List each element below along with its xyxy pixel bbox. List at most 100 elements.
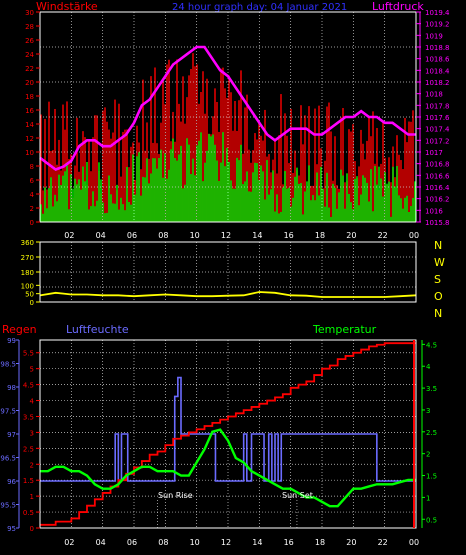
humidity-tick-label: 98 <box>7 384 16 392</box>
wind-tick-label: 16 <box>25 107 34 115</box>
wind-tick-label: 14 <box>25 121 34 129</box>
rain-axis-title: Regen <box>2 323 37 336</box>
humidity-axis-title: Luftfeuchte <box>66 323 129 336</box>
direction-label-n2: N <box>434 307 442 320</box>
sunset-label: Sun Set <box>282 491 313 500</box>
rain-tick-label: 4 <box>30 398 35 406</box>
rain-tick-label: 1.5 <box>23 477 34 485</box>
pressure-tick-label: 1016.2 <box>425 196 450 204</box>
x-tick-label: 16 <box>284 538 294 547</box>
pressure-tick-label: 1017.8 <box>425 102 450 110</box>
temperature-tick-label: 0.5 <box>426 516 437 524</box>
direction-tick-label: 270 <box>21 254 34 262</box>
direction-labels: N W S O N <box>434 239 445 320</box>
rain-tick-label: 2.5 <box>23 445 34 453</box>
direction-label-w: W <box>434 256 445 269</box>
temperature-axis-title: Temperatur <box>312 323 377 336</box>
direction-label-o: O <box>434 290 443 303</box>
x-tick-label: 08 <box>158 231 168 240</box>
pressure-tick-label: 1018.8 <box>425 44 450 52</box>
wind-tick-label: 0 <box>30 219 34 227</box>
pressure-tick-label: 1017 <box>425 149 443 157</box>
x-tick-label: 06 <box>127 231 137 240</box>
pressure-tick-label: 1017.2 <box>425 137 450 145</box>
pressure-tick-label: 1018.2 <box>425 79 450 87</box>
rain-tick-label: 4.5 <box>23 382 34 390</box>
chart-title: 24 hour graph day: 04 Januar 2021 <box>172 2 347 13</box>
x-tick-label: 18 <box>315 538 325 547</box>
pressure-tick-label: 1019.4 <box>425 9 450 17</box>
rain-tick-label: 0.5 <box>23 509 34 517</box>
rain-tick-label: 0 <box>30 525 34 533</box>
wind-tick-label: 8 <box>30 163 34 171</box>
rain-tick-label: 1 <box>30 493 34 501</box>
wind-pressure-panel: 0246810121416182022242628301015.81016101… <box>25 9 450 240</box>
wind-tick-label: 2 <box>30 205 34 213</box>
x-tick-label: 06 <box>127 538 137 547</box>
pressure-tick-label: 1019.2 <box>425 21 450 29</box>
wind-tick-label: 24 <box>25 51 34 59</box>
wind-tick-label: 28 <box>25 23 34 31</box>
rain-line <box>40 342 416 526</box>
direction-label-n: N <box>434 239 442 252</box>
wind-direction-line <box>39 291 417 298</box>
pressure-tick-label: 1016.8 <box>425 161 450 169</box>
x-tick-label: 00 <box>409 538 419 547</box>
pressure-tick-label: 1016.4 <box>425 184 450 192</box>
wind-tick-label: 12 <box>25 135 34 143</box>
pressure-tick-label: 1017.6 <box>425 114 450 122</box>
pressure-tick-label: 1015.8 <box>425 219 450 227</box>
wind-tick-label: 10 <box>25 149 34 157</box>
sunrise-label: Sun Rise <box>158 491 193 500</box>
humidity-tick-label: 97 <box>7 431 16 439</box>
direction-tick-label: 100 <box>21 282 34 290</box>
pressure-tick-label: 1016 <box>425 207 443 215</box>
x-tick-label: 14 <box>252 538 262 547</box>
x-tick-label: 12 <box>221 538 231 547</box>
temperature-tick-label: 4.5 <box>426 341 437 349</box>
humidity-tick-label: 95.5 <box>0 502 16 510</box>
rain-tick-label: 3.5 <box>23 413 34 421</box>
direction-tick-label: 0 <box>30 299 34 307</box>
temperature-line <box>40 428 416 508</box>
x-tick-label: 18 <box>315 231 325 240</box>
temperature-tick-label: 1.5 <box>426 473 437 481</box>
x-tick-label: 22 <box>378 231 388 240</box>
x-tick-label: 16 <box>284 231 294 240</box>
temperature-tick-label: 2 <box>426 451 430 459</box>
temperature-tick-label: 1 <box>426 494 430 502</box>
pressure-axis-title: Luftdruck <box>372 0 424 13</box>
wind-tick-label: 20 <box>25 79 34 87</box>
x-tick-label: 22 <box>378 538 388 547</box>
temperature-tick-label: 3 <box>426 407 430 415</box>
rain-tick-label: 2 <box>30 461 34 469</box>
rain-tick-label: 5.5 <box>23 350 34 358</box>
humidity-tick-label: 95 <box>7 525 16 533</box>
wind-bars <box>40 53 416 222</box>
direction-tick-label: 50 <box>25 291 34 299</box>
rain-tick-label: 3 <box>30 429 34 437</box>
wind-tick-label: 6 <box>30 177 35 185</box>
x-tick-label: 00 <box>409 231 419 240</box>
wind-tick-label: 26 <box>25 37 34 45</box>
direction-tick-label: 360 <box>21 239 34 247</box>
humidity-line <box>40 376 416 482</box>
humidity-tick-label: 96 <box>7 478 16 486</box>
humidity-tick-label: 99 <box>7 337 16 345</box>
x-tick-label: 12 <box>221 231 231 240</box>
humidity-tick-label: 98.5 <box>0 361 16 369</box>
wind-tick-label: 18 <box>25 93 34 101</box>
x-tick-label: 20 <box>346 538 356 547</box>
x-tick-label: 02 <box>64 538 74 547</box>
temperature-tick-label: 2.5 <box>426 429 437 437</box>
x-tick-label: 02 <box>64 231 74 240</box>
x-tick-label: 08 <box>158 538 168 547</box>
wind-tick-label: 4 <box>30 191 35 199</box>
direction-tick-label: 180 <box>21 269 34 277</box>
pressure-tick-label: 1017.4 <box>425 126 450 134</box>
x-tick-label: 04 <box>96 231 106 240</box>
x-tick-label: 04 <box>96 538 106 547</box>
direction-label-s: S <box>434 273 441 286</box>
temperature-tick-label: 4 <box>426 363 431 371</box>
